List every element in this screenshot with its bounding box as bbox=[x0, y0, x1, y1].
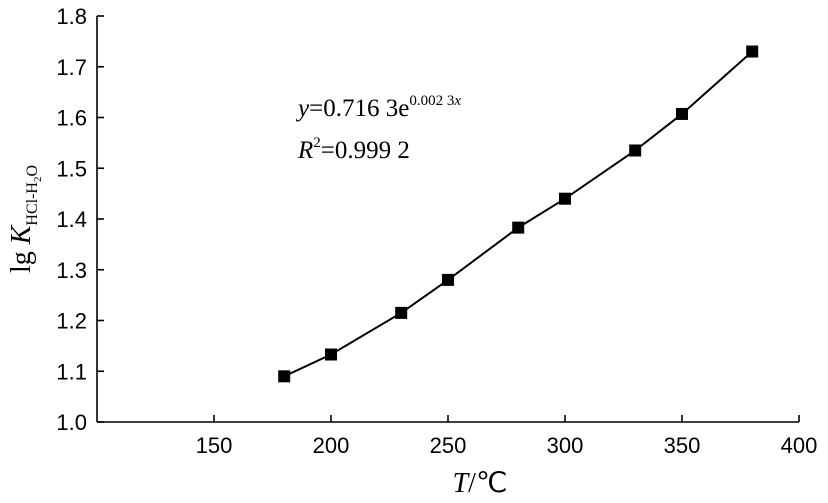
fit-annotation: y=0.716 3e0.002 3x R2=0.999 2 bbox=[295, 93, 461, 164]
x-tick-label: 150 bbox=[196, 433, 233, 458]
y-tick-label: 1.2 bbox=[56, 309, 87, 334]
data-point bbox=[559, 192, 571, 205]
r-squared-label: R2=0.999 2 bbox=[297, 135, 410, 164]
data-point bbox=[629, 144, 642, 157]
y-tick-label: 1.8 bbox=[56, 4, 87, 29]
data-point bbox=[746, 45, 759, 58]
y-tick-label: 1.3 bbox=[56, 258, 87, 283]
data-point bbox=[395, 306, 408, 319]
x-tick-label: 250 bbox=[430, 433, 467, 458]
equation-label: y=0.716 3e0.002 3x bbox=[295, 93, 461, 122]
data-point bbox=[278, 370, 291, 383]
y-tick-label: 1.7 bbox=[56, 55, 87, 80]
y-tick-label: 1.6 bbox=[56, 106, 87, 131]
x-ticks: 150 200 250 300 350 400 bbox=[196, 415, 818, 458]
data-point bbox=[676, 107, 688, 120]
y-tick-label: 1.4 bbox=[56, 207, 87, 232]
x-axis-label: T/℃ bbox=[453, 468, 508, 499]
x-tick-label: 300 bbox=[547, 433, 584, 458]
y-tick-label: 1.1 bbox=[56, 359, 87, 384]
y-axis-label: lg KHCl-H2O bbox=[6, 165, 44, 273]
data-point bbox=[442, 273, 454, 286]
axes bbox=[96, 16, 799, 423]
x-tick-label: 400 bbox=[781, 433, 818, 458]
y-tick-label: 1.5 bbox=[56, 156, 87, 181]
y-tick-label: 1.0 bbox=[56, 410, 87, 435]
x-tick-label: 200 bbox=[313, 433, 350, 458]
data-point bbox=[325, 348, 337, 361]
x-tick-label: 350 bbox=[664, 433, 701, 458]
y-ticks: 1.0 1.1 1.2 1.3 1.4 1.5 1.6 1.7 1.8 bbox=[56, 4, 104, 435]
data-point bbox=[512, 221, 525, 234]
plot-area bbox=[278, 45, 759, 383]
